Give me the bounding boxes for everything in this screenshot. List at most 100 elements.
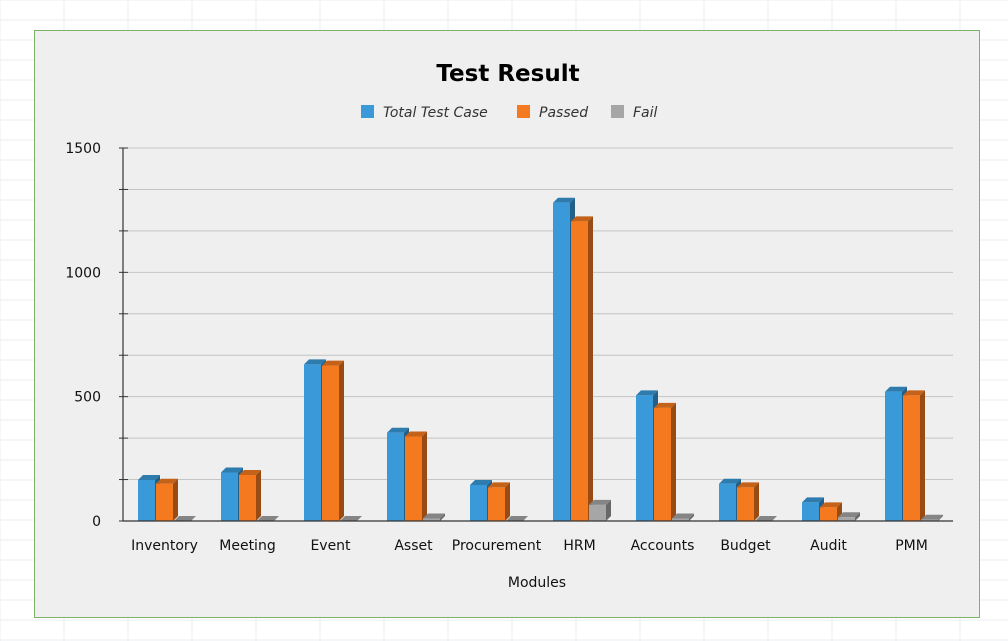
bar-side: [173, 478, 178, 521]
bar-front: [672, 518, 689, 521]
bar-passed-hrm: [571, 216, 593, 521]
bar-side: [505, 482, 510, 521]
bar-side: [588, 216, 593, 521]
x-tick-label: Event: [310, 538, 351, 554]
bar-front: [589, 504, 606, 521]
bar-side: [440, 513, 445, 521]
bar-top: [903, 390, 925, 396]
bar-passed-meeting: [239, 469, 261, 521]
legend-swatch: [361, 105, 374, 118]
chart-title: Test Result: [436, 61, 579, 87]
x-tick-label: Inventory: [131, 538, 198, 554]
bar-top: [387, 427, 409, 433]
bar-side: [339, 360, 344, 521]
bar-top: [221, 467, 243, 473]
bar-front: [654, 407, 671, 521]
bar-top: [672, 513, 694, 519]
y-tick-label: 0: [92, 514, 101, 530]
x-tick-label: Meeting: [219, 538, 275, 554]
bar-front: [239, 474, 256, 521]
bar-fail-inventory: [174, 516, 196, 521]
bar-side: [256, 469, 261, 521]
legend-label: Fail: [633, 105, 658, 121]
bar-top: [304, 359, 326, 365]
bar-front: [903, 395, 920, 521]
y-axis: 0 500 1000 1500: [65, 141, 128, 530]
bar-front: [719, 483, 736, 521]
bar-front: [571, 221, 588, 521]
legend-label: Total Test Case: [383, 105, 488, 121]
bar-front: [553, 202, 570, 521]
bar-top: [322, 360, 344, 366]
bar-top: [589, 499, 611, 505]
bar-front: [636, 395, 653, 521]
bar-top: [405, 431, 427, 437]
bar-front: [405, 436, 422, 521]
x-tick-label: Budget: [720, 538, 771, 554]
bar-top: [838, 512, 860, 518]
bar-passed-asset: [405, 431, 427, 521]
bar-fail-budget: [755, 516, 777, 521]
x-axis: Inventory Meeting Event Asset Procurement HRM…: [123, 520, 953, 554]
bar-top: [239, 469, 261, 475]
gridlines: [128, 147, 953, 481]
bar-passed-accounts: [654, 402, 676, 521]
bar-top: [257, 516, 279, 521]
bar-top: [571, 216, 593, 222]
legend-item-passed: Passed: [517, 105, 588, 121]
bar-top: [820, 502, 842, 508]
bar-front: [921, 519, 938, 521]
bar-top: [138, 474, 160, 480]
bar-top: [506, 516, 528, 521]
bar-side: [938, 514, 943, 521]
legend: Total Test Case Passed Fail: [361, 105, 658, 121]
bar-front: [488, 487, 505, 521]
x-tick-label: HRM: [563, 538, 595, 554]
bar-fail-meeting: [257, 516, 279, 521]
x-tick-label: PMM: [895, 538, 928, 554]
bar-front: [737, 487, 754, 521]
bar-top: [174, 516, 196, 521]
bar-passed-budget: [737, 482, 759, 521]
bar-front: [820, 507, 837, 521]
bar-top: [488, 482, 510, 488]
bar-front: [156, 483, 173, 521]
bar-front: [885, 391, 902, 521]
y-tick-label: 1500: [65, 141, 101, 157]
bar-side: [671, 402, 676, 521]
bar-passed-inventory: [156, 478, 178, 521]
bar-front: [221, 472, 238, 521]
bars: [138, 197, 943, 521]
bar-fail-procurement: [506, 516, 528, 521]
bar-top: [802, 497, 824, 503]
bar-top: [156, 478, 178, 484]
bar-top: [553, 197, 575, 203]
bar-front: [423, 518, 440, 521]
bar-side: [754, 482, 759, 521]
bar-side: [855, 512, 860, 521]
bar-front: [304, 364, 321, 521]
bar-fail-audit: [838, 512, 860, 521]
bar-passed-event: [322, 360, 344, 521]
bar-chart: Test Result Total Test Case Passed Fail 0 5…: [65, 61, 953, 591]
bar-top: [921, 514, 943, 520]
legend-swatch: [611, 105, 624, 118]
y-tick-label: 500: [74, 390, 101, 406]
x-axis-label: Modules: [508, 575, 566, 591]
bar-top: [654, 402, 676, 408]
bar-front: [387, 432, 404, 521]
legend-item-fail: Fail: [611, 105, 658, 121]
bar-top: [470, 479, 492, 485]
legend-item-total-test-case: Total Test Case: [361, 105, 488, 121]
bar-top: [885, 386, 907, 392]
x-tick-label: Asset: [394, 538, 433, 554]
bar-front: [138, 479, 155, 521]
bar-fail-event: [340, 516, 362, 521]
bar-top: [340, 516, 362, 521]
bar-front: [838, 517, 855, 521]
bar-front: [322, 365, 339, 521]
y-tick-label: 1000: [65, 265, 101, 281]
bar-fail-hrm: [589, 499, 611, 521]
bar-top: [755, 516, 777, 521]
bar-side: [689, 513, 694, 521]
